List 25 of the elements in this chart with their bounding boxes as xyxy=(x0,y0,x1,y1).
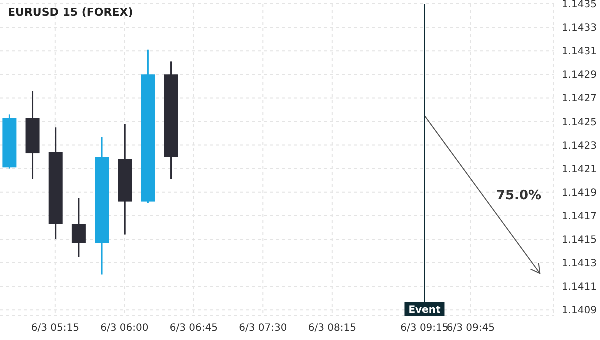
y-tick-label: 1.1435 xyxy=(562,0,597,11)
y-tick-label: 1.1421 xyxy=(562,164,597,176)
y-tick-label: 1.1423 xyxy=(562,140,597,152)
x-tick-label: 6/3 08:15 xyxy=(308,323,356,334)
y-tick-label: 1.1431 xyxy=(562,46,597,58)
ref-line-label: Event xyxy=(408,305,441,316)
y-tick-label: 1.1425 xyxy=(562,117,597,128)
y-tick-label: 1.1433 xyxy=(562,23,597,34)
chart-title: EURUSD 15 (FOREX) xyxy=(8,6,134,19)
x-tick-label: 6/3 05:15 xyxy=(31,323,80,334)
x-tick-label: 6/3 09:15 xyxy=(400,323,449,334)
x-tick-label: 6/3 07:30 xyxy=(239,323,288,334)
y-tick-label: 1.1427 xyxy=(562,94,597,105)
x-tick-label: 6/3 06:45 xyxy=(170,323,218,334)
y-tick-label: 1.1409 xyxy=(562,306,597,317)
y-tick-label: 1.1429 xyxy=(562,70,597,82)
y-tick-label: 1.1419 xyxy=(562,188,597,199)
y-tick-label: 1.1413 xyxy=(562,258,597,270)
x-tick-label: 6/3 09:45 xyxy=(446,323,495,334)
y-tick-label: 1.1415 xyxy=(562,235,597,246)
candlestick xyxy=(72,198,86,258)
x-tick-label: 6/3 06:00 xyxy=(100,323,149,334)
y-tick-label: 1.1411 xyxy=(562,282,597,294)
annotation: 75.0% xyxy=(496,188,542,204)
y-tick-label: 1.1417 xyxy=(562,211,597,222)
